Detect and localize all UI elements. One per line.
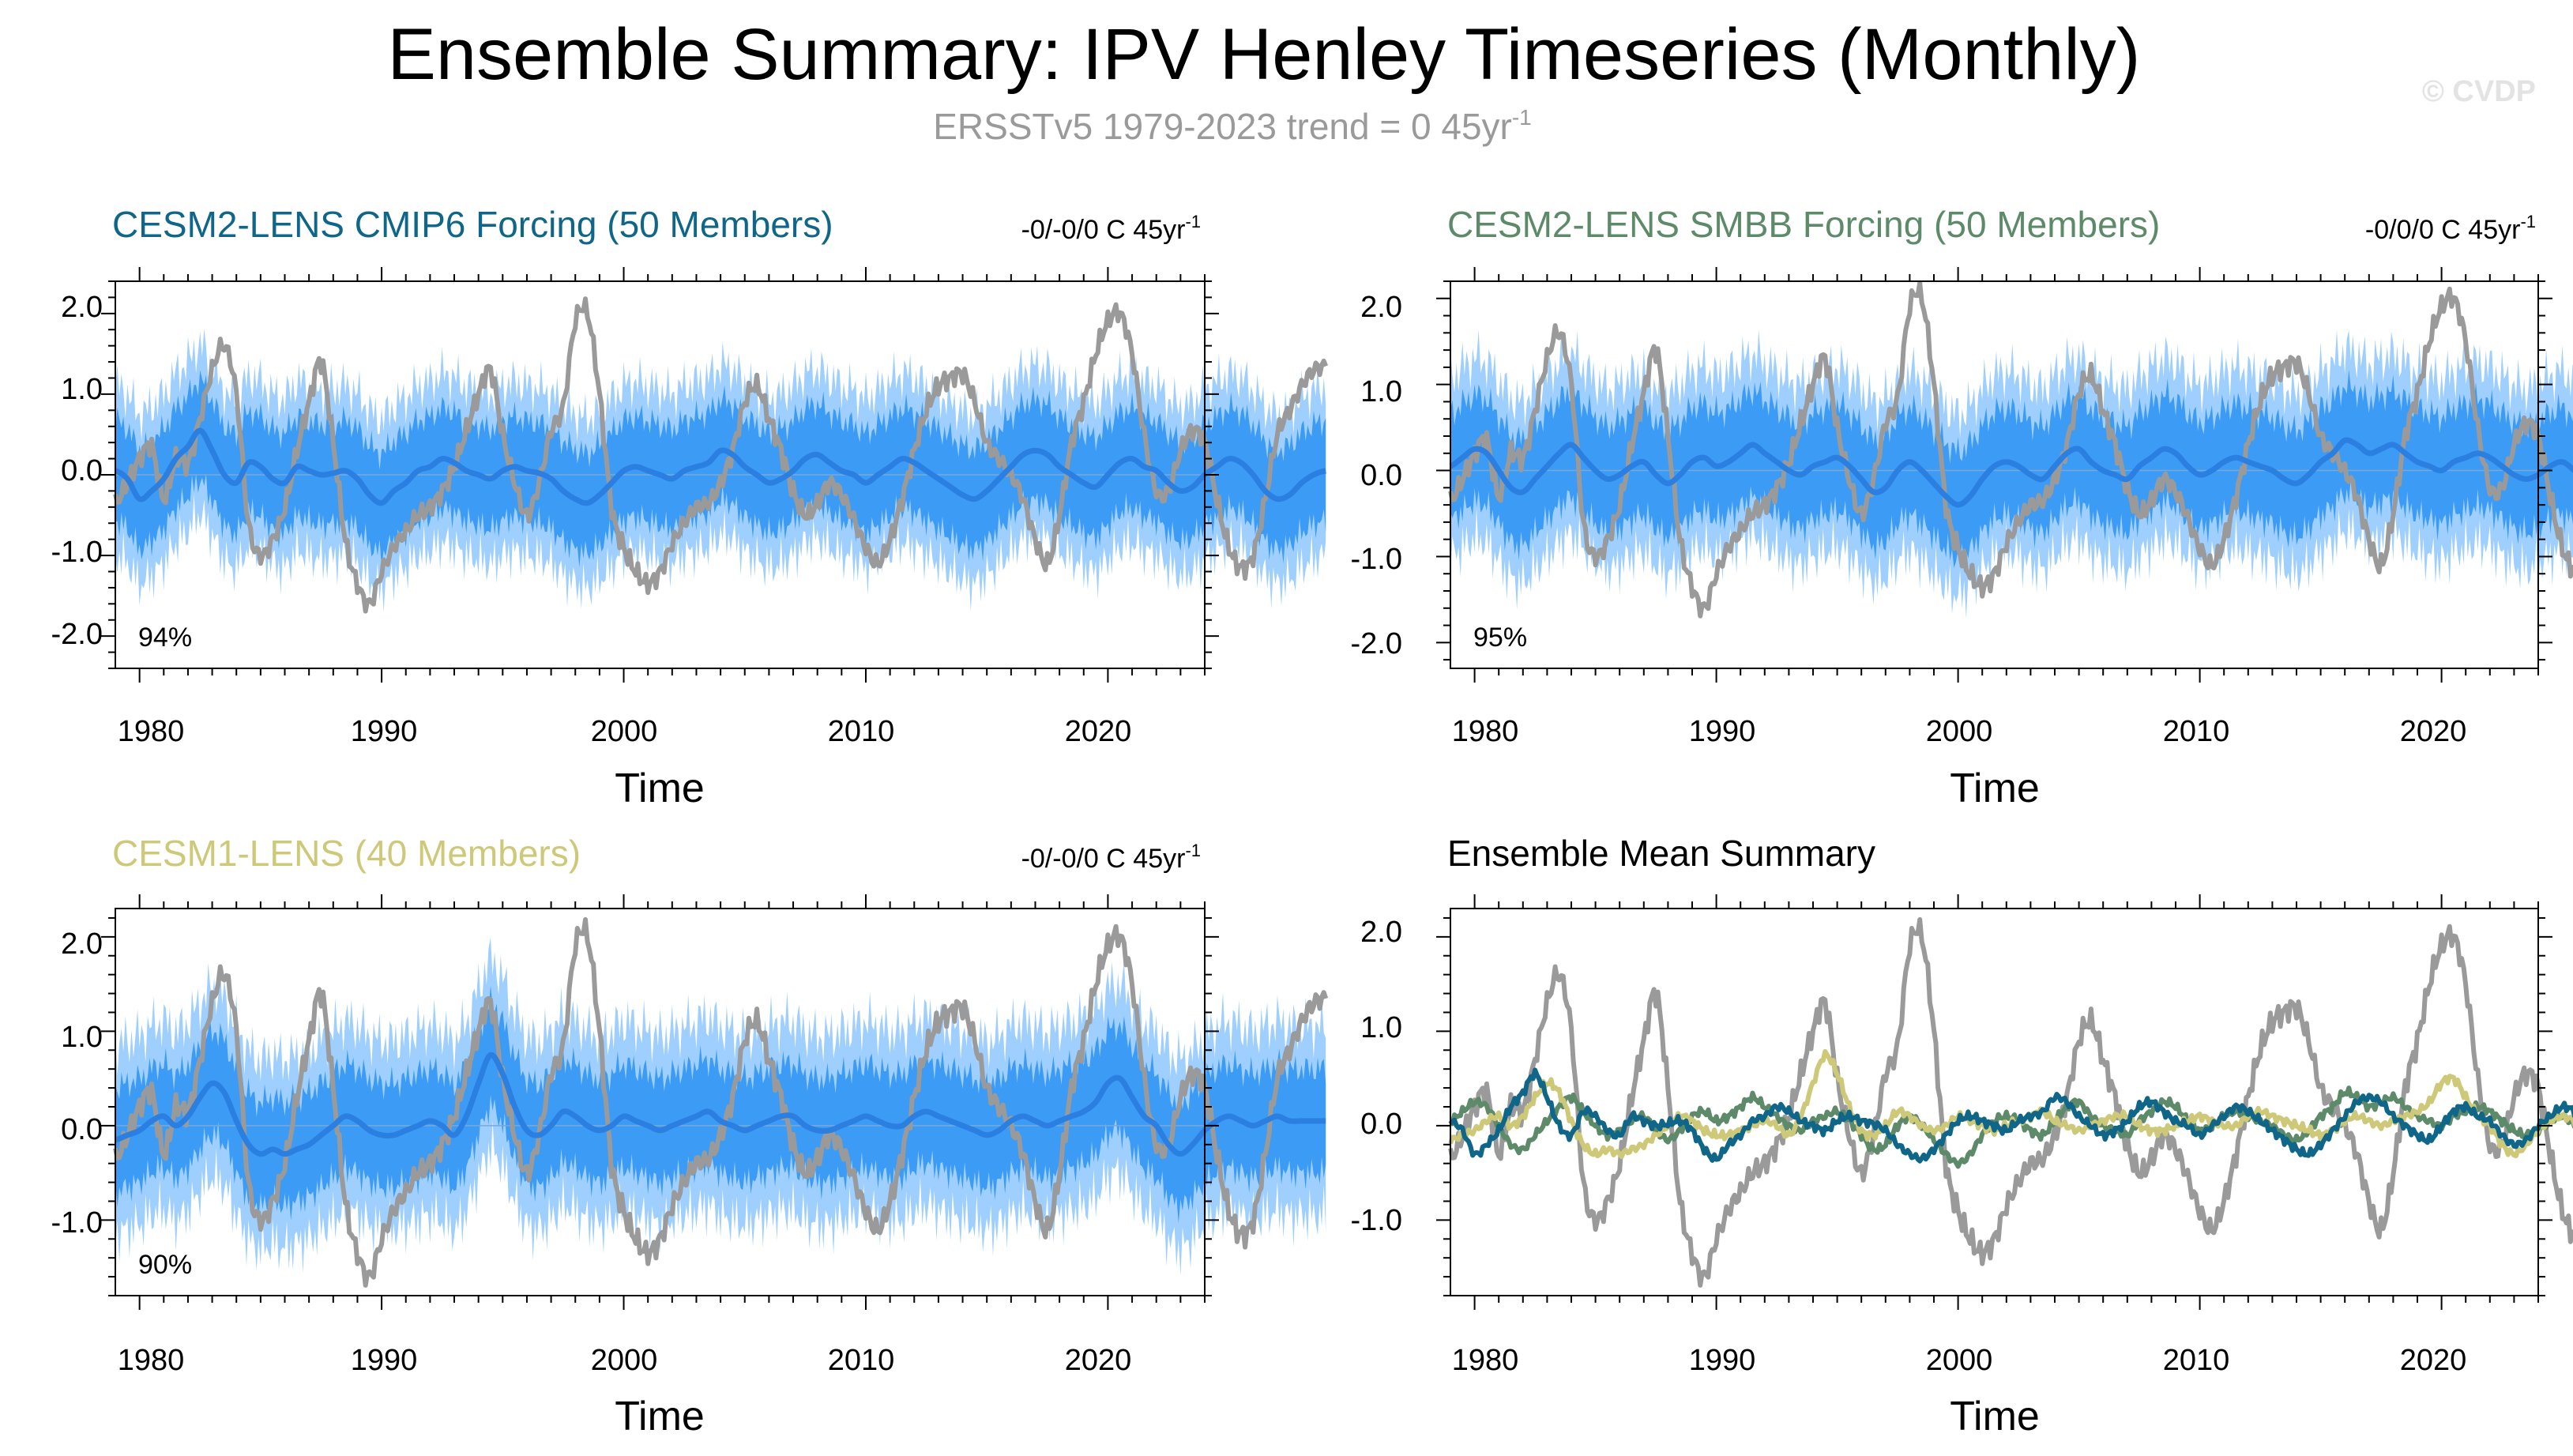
y-tick-label: 1.0 [1360, 375, 1402, 408]
x-tick-label: 2020 [2400, 1344, 2467, 1377]
y-tick-label: 0.0 [61, 454, 103, 487]
panel-trend-sup: -1 [1185, 212, 1201, 231]
x-axis-label: Time [1950, 1394, 2040, 1439]
plot-area [101, 267, 1329, 683]
x-tick-label: 2010 [2163, 715, 2230, 748]
y-tick-label: 1.0 [61, 373, 103, 406]
y-tick-label: 2.0 [61, 291, 103, 324]
plot-area [101, 894, 1329, 1310]
panel-trend-main: -0/-0/0 C 45yr [1021, 215, 1186, 245]
watermark: © CVDP [2422, 75, 2536, 108]
axes-frame [1450, 280, 2539, 669]
y-tick-label: -2.0 [1351, 627, 1402, 660]
panel-trend-main: -0/0/0 C 45yr [2365, 215, 2521, 245]
y-tick-label: -1.0 [51, 1206, 103, 1240]
obs-line [1448, 280, 2573, 619]
ensemble-mean-line [114, 427, 1327, 506]
panel-cesm1: CESM1-LENS (40 Members) -0/-0/0 C 45yr-1… [51, 833, 1329, 1439]
panel-title: CESM1-LENS (40 Members) [112, 833, 581, 874]
plot-area [1436, 267, 2573, 683]
panel-trend: -0/-0/0 C 45yr-1 [1021, 841, 1201, 874]
x-tick-label: 2010 [828, 1344, 895, 1377]
y-tick-label: 2.0 [1360, 916, 1402, 949]
ensemble-mean-line-cesm2-cmip6 [1448, 1067, 2573, 1164]
y-tick-label: 0.0 [61, 1113, 103, 1146]
x-axis-label: Time [615, 1394, 705, 1439]
panel-trend-sup: -1 [1185, 841, 1201, 860]
ensemble-mean-line [115, 1052, 1327, 1157]
x-tick-label: 2020 [1065, 1344, 1132, 1377]
x-tick-label: 2000 [1926, 715, 1993, 748]
x-tick-label: 2020 [1065, 715, 1132, 748]
subtitle-superscript: -1 [1512, 105, 1532, 130]
axes-frame [1450, 908, 2539, 1296]
x-tick-label: 1990 [351, 1344, 418, 1377]
x-tick-label: 1980 [118, 715, 185, 748]
percent-label: 95% [1473, 623, 1527, 653]
y-tick-label: -1.0 [51, 536, 103, 569]
y-tick-label: -1.0 [1351, 543, 1402, 576]
axes-frame [115, 908, 1206, 1296]
x-axis-label: Time [615, 766, 705, 811]
panel-trend: -0/0/0 C 45yr-1 [2365, 212, 2536, 245]
x-tick-label: 1990 [1689, 715, 1756, 748]
x-tick-label: 1980 [1452, 1344, 1519, 1377]
y-tick-label: 0.0 [1360, 1108, 1402, 1141]
x-tick-label: 1980 [1452, 715, 1519, 748]
y-tick-label: 1.0 [61, 1021, 103, 1054]
panel-title: CESM2-LENS CMIP6 Forcing (50 Members) [112, 204, 833, 245]
y-tick-label: 2.0 [61, 927, 103, 961]
x-tick-label: 2010 [828, 715, 895, 748]
obs-line [1448, 917, 2573, 1288]
panel-trend: -0/-0/0 C 45yr-1 [1021, 212, 1201, 245]
x-tick-label: 2020 [2400, 715, 2467, 748]
percent-label: 90% [138, 1250, 192, 1280]
subtitle-main: ERSSTv5 1979-2023 trend = 0 45yr [933, 106, 1512, 147]
y-tick-label: -2.0 [51, 618, 103, 651]
y-tick-label: 2.0 [1360, 291, 1402, 324]
panel-cesm2-smbb: CESM2-LENS SMBB Forcing (50 Members) -0/… [1351, 204, 2573, 811]
obs-line [113, 296, 1329, 614]
x-tick-label: 2000 [591, 715, 658, 748]
x-tick-label: 1990 [1689, 1344, 1756, 1377]
x-tick-label: 1980 [118, 1344, 185, 1377]
panel-cesm2-cmip6: CESM2-LENS CMIP6 Forcing (50 Members) -0… [51, 204, 1329, 811]
obs-line [113, 917, 1329, 1288]
y-tick-label: 1.0 [1360, 1011, 1402, 1044]
figure-subtitle: ERSSTv5 1979-2023 trend = 0 45yr-1 [933, 105, 1532, 147]
percent-label: 94% [138, 623, 192, 653]
x-tick-label: 2000 [591, 1344, 658, 1377]
panel-trend-main: -0/-0/0 C 45yr [1021, 844, 1186, 874]
ensemble-mean-line [1449, 437, 2573, 508]
x-axis-label: Time [1950, 766, 2040, 811]
x-tick-label: 2010 [2163, 1344, 2230, 1377]
panel-title: Ensemble Mean Summary [1447, 833, 1875, 874]
figure-title: Ensemble Summary: IPV Henley Timeseries … [388, 14, 2141, 95]
panel-ensemble-mean-summary: Ensemble Mean Summary 2.0 1.0 0.0 -1.0 1… [1351, 833, 2573, 1439]
x-tick-label: 2000 [1926, 1344, 1993, 1377]
panel-title: CESM2-LENS SMBB Forcing (50 Members) [1447, 204, 2160, 245]
plot-area [1436, 894, 2573, 1310]
x-tick-label: 1990 [351, 715, 418, 748]
panel-trend-sup: -1 [2520, 212, 2536, 231]
inner-spread-band [115, 986, 1326, 1224]
y-tick-label: 0.0 [1360, 459, 1402, 492]
y-tick-label: -1.0 [1351, 1204, 1402, 1237]
ensemble-mean-line-cesm1 [1448, 1048, 2573, 1160]
